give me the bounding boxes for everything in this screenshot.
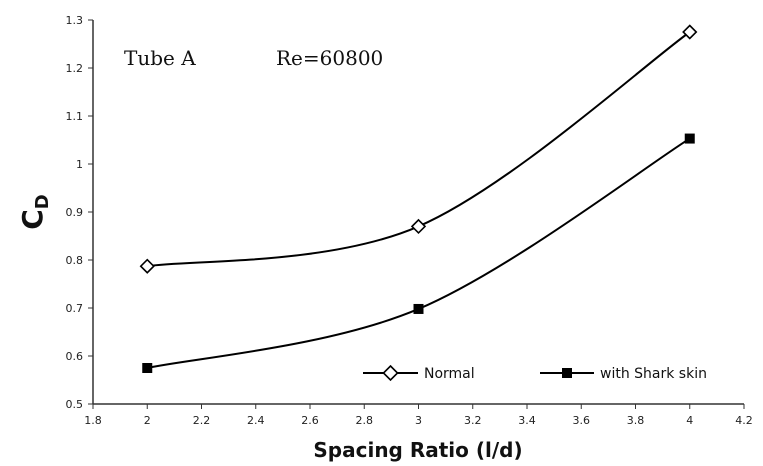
y-tick-label: 0.9	[66, 206, 84, 219]
y-tick-label: 0.6	[66, 350, 84, 363]
x-tick-label: 2.6	[301, 414, 319, 427]
x-tick-label: 2.8	[356, 414, 374, 427]
x-tick-label: 3.8	[627, 414, 645, 427]
x-tick-label: 4.2	[735, 414, 753, 427]
x-tick-label: 3.4	[518, 414, 536, 427]
x-tick-label: 3.2	[464, 414, 482, 427]
legend-marker-normal	[382, 364, 399, 382]
data-point-diamond	[682, 24, 698, 40]
x-tick-label: 3	[415, 414, 422, 427]
legend-marker-shark	[562, 368, 572, 378]
y-tick-label: 1.2	[66, 62, 84, 75]
axes	[92, 20, 744, 405]
legend-label-shark: with Shark skin	[600, 366, 707, 382]
y-tick-label: 1.1	[66, 110, 84, 123]
y-tick-label: 0.5	[66, 398, 84, 411]
y-axis-label-main: C	[16, 209, 49, 230]
y-tick-label: 0.7	[66, 302, 84, 315]
x-tick-label: 3.6	[573, 414, 591, 427]
legend-label-normal: Normal	[424, 366, 475, 382]
legend: Normal with Shark skin	[363, 364, 707, 382]
x-ticks: 1.8 2 2.2 2.4 2.6 2.8 3 3.2 3.4 3.6 3.8 4 4.2	[84, 404, 753, 427]
data-point-square	[142, 363, 153, 373]
y-axis-label-sub: D	[32, 194, 53, 209]
x-tick-label: 2.4	[247, 414, 265, 427]
data-point-square	[413, 303, 424, 314]
annotation-reynolds: Re=60800	[276, 46, 383, 70]
x-axis-label: Spacing Ratio (l/d)	[313, 438, 522, 462]
x-tick-label: 2.2	[193, 414, 211, 427]
x-tick-label: 4	[686, 414, 693, 427]
annotation-tube: Tube A	[124, 46, 196, 70]
x-tick-label: 2	[144, 414, 151, 427]
y-tick-label: 1.3	[66, 14, 84, 27]
x-tick-label: 1.8	[84, 414, 102, 427]
series-line-1	[147, 137, 691, 369]
data-point-diamond	[410, 218, 427, 235]
data-point-square	[684, 133, 695, 144]
y-ticks: 0.5 0.6 0.7 0.8 0.9 1 1.1 1.2 1.3	[66, 14, 93, 411]
data-point-diamond	[139, 258, 155, 274]
y-axis-label: CD	[16, 194, 53, 230]
y-tick-label: 0.8	[66, 254, 84, 267]
y-tick-label: 1	[76, 158, 83, 171]
series-layer	[139, 24, 698, 373]
